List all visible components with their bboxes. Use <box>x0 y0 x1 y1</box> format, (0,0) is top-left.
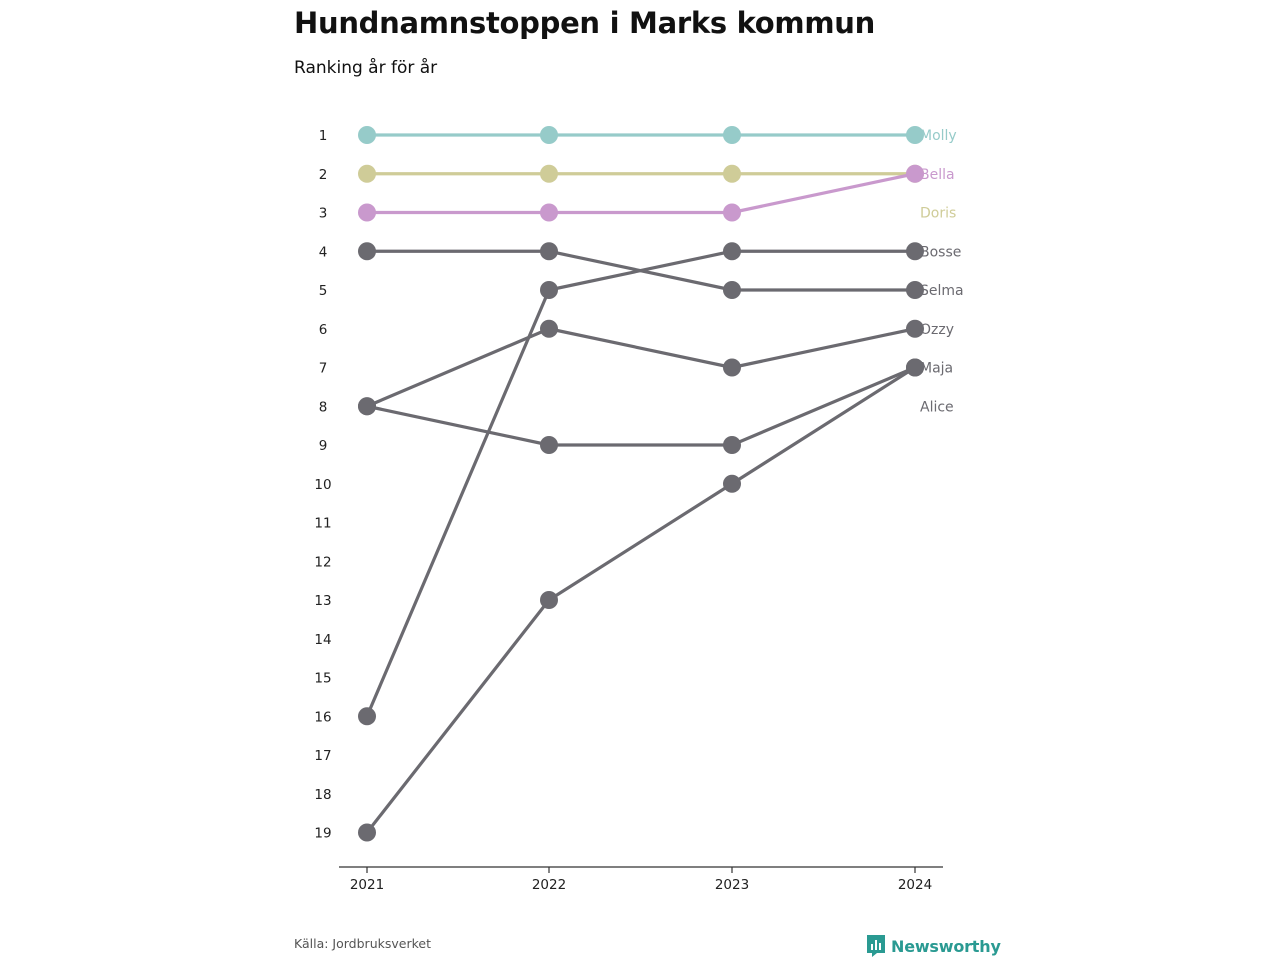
x-tick-label-2024: 2024 <box>898 877 932 893</box>
series-label-bella: Bella <box>920 167 955 183</box>
point-molly-2021 <box>358 126 376 144</box>
chart-title: Hundnamnstoppen i Marks kommun <box>294 6 875 40</box>
y-tick-label-15: 15 <box>314 671 331 687</box>
point-doris-2022 <box>540 164 558 183</box>
y-tick-label-6: 6 <box>319 322 328 338</box>
point-bella-2022 <box>540 203 558 222</box>
y-tick-label-8: 8 <box>319 399 328 415</box>
series-line-bella <box>365 172 917 215</box>
y-tick-label-7: 7 <box>319 361 328 377</box>
y-tick-label-14: 14 <box>314 632 331 648</box>
point-alice-2023 <box>723 474 741 493</box>
point-selma-2023 <box>723 281 741 299</box>
point-doris-2023 <box>723 164 741 183</box>
point-maja-2023 <box>723 436 741 454</box>
point-selma-2022 <box>540 242 558 261</box>
point-bosse-2022 <box>540 319 558 338</box>
point-bella-2021 <box>358 203 376 222</box>
source-note: Källa: Jordbruksverket <box>294 936 431 951</box>
point-ozzy-2021 <box>358 707 376 726</box>
point-bella-2024 <box>906 164 924 183</box>
point-maja-2021 <box>358 397 376 416</box>
x-tick-label-2021: 2021 <box>350 877 384 893</box>
y-tick-label-12: 12 <box>314 554 331 570</box>
y-tick-label-17: 17 <box>314 748 331 764</box>
series-label-selma: Selma <box>920 283 964 299</box>
series-line-alice <box>365 365 917 835</box>
y-tick-label-18: 18 <box>314 787 331 803</box>
point-bosse-2024 <box>906 319 924 338</box>
series-label-doris: Doris <box>920 206 956 222</box>
y-tick-label-1: 1 <box>319 128 328 144</box>
series-label-molly: Molly <box>920 128 957 144</box>
point-ozzy-2024 <box>906 242 924 261</box>
point-doris-2021 <box>358 164 376 183</box>
point-bosse-2023 <box>723 358 741 377</box>
y-tick-label-4: 4 <box>319 244 328 260</box>
point-alice-2021 <box>358 823 376 842</box>
series-label-ozzy: Ozzy <box>920 322 954 338</box>
y-tick-label-5: 5 <box>319 283 328 299</box>
series-line-bosse <box>365 327 917 408</box>
y-tick-label-9: 9 <box>319 438 328 454</box>
series-label-bosse: Bosse <box>920 244 961 260</box>
point-selma-2021 <box>358 242 376 261</box>
series-line-ozzy <box>365 249 917 718</box>
point-ozzy-2023 <box>723 242 741 261</box>
brand-logo[interactable]: Newsworthy <box>866 934 1001 958</box>
y-tick-label-16: 16 <box>314 709 331 725</box>
point-alice-2022 <box>540 591 558 609</box>
point-alice-2024 <box>906 358 924 377</box>
point-bella-2023 <box>723 203 741 222</box>
y-tick-label-19: 19 <box>314 826 331 842</box>
series-line-maja <box>365 365 917 447</box>
point-maja-2022 <box>540 436 558 454</box>
brand-name: Newsworthy <box>891 936 1001 956</box>
point-ozzy-2022 <box>540 281 558 299</box>
series-label-maja: Maja <box>920 361 953 377</box>
newsworthy-logo-icon <box>867 935 885 957</box>
series-label-alice: Alice <box>920 399 954 415</box>
y-tick-label-11: 11 <box>314 516 331 532</box>
point-molly-2024 <box>906 126 924 144</box>
point-molly-2023 <box>723 126 741 144</box>
x-tick-label-2023: 2023 <box>715 877 749 893</box>
point-selma-2024 <box>906 281 924 299</box>
y-tick-label-10: 10 <box>314 477 331 493</box>
y-tick-label-2: 2 <box>319 167 328 183</box>
y-tick-label-13: 13 <box>314 593 331 609</box>
chart-subtitle: Ranking år för år <box>294 58 438 78</box>
point-molly-2022 <box>540 126 558 144</box>
y-tick-label-3: 3 <box>319 206 328 222</box>
x-tick-label-2022: 2022 <box>532 877 566 893</box>
